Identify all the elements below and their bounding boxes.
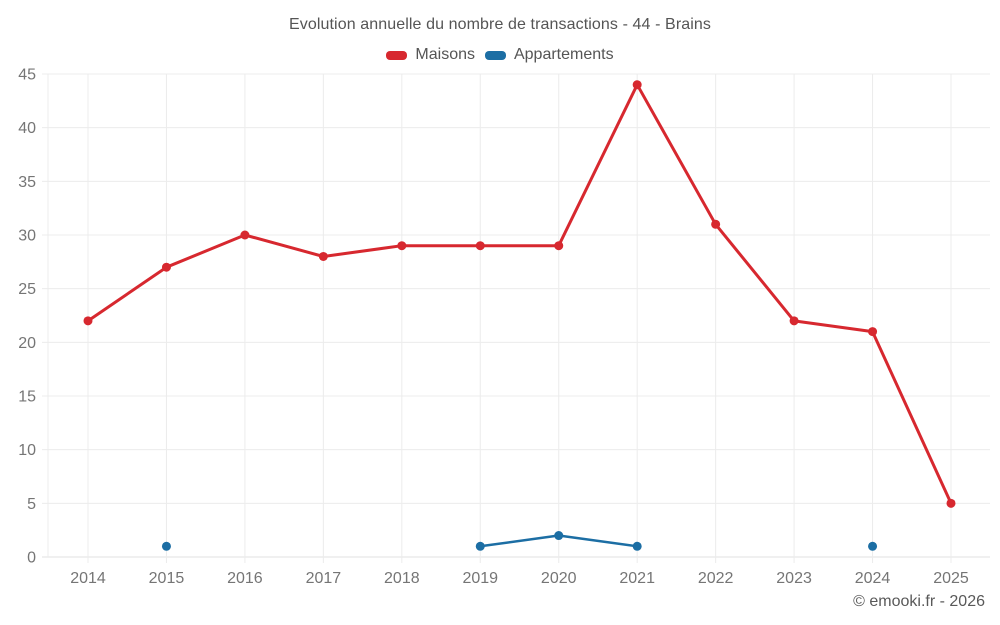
y-tick-label: 45 — [18, 67, 36, 84]
y-tick-label: 30 — [18, 228, 36, 245]
chart-title: Evolution annuelle du nombre de transact… — [288, 16, 712, 33]
x-tick-label: 2019 — [462, 570, 498, 587]
data-point-maisons-2014[interactable] — [83, 316, 93, 326]
data-point-appartements-2021[interactable] — [632, 541, 642, 551]
x-tick-label: 2020 — [541, 570, 577, 587]
legend: Maisons Appartements — [0, 46, 1000, 64]
x-tick-label: 2024 — [855, 570, 891, 587]
series-line-maisons — [86, 83, 953, 505]
x-tick-label: 2021 — [619, 570, 655, 587]
data-point-appartements-2019[interactable] — [475, 541, 485, 551]
legend-item-appartements[interactable]: Appartements — [484, 46, 614, 64]
data-point-maisons-2023[interactable] — [789, 316, 799, 326]
data-point-maisons-2018[interactable] — [397, 241, 407, 251]
data-point-appartements-2024[interactable] — [868, 541, 878, 551]
copyright-note: © emooki.fr - 2026 — [853, 593, 985, 610]
data-point-maisons-2021[interactable] — [632, 80, 642, 90]
y-tick-label: 10 — [18, 442, 36, 459]
y-tick-label: 0 — [27, 550, 36, 567]
y-tick-label: 40 — [18, 120, 36, 137]
x-tick-label: 2025 — [933, 570, 969, 587]
x-tick-label: 2014 — [70, 570, 106, 587]
x-tick-label: 2022 — [698, 570, 734, 587]
legend-label-maisons: Maisons — [415, 46, 475, 63]
data-point-maisons-2015[interactable] — [161, 262, 171, 272]
y-tick-label: 15 — [18, 389, 36, 406]
y-tick-label: 5 — [27, 496, 36, 513]
data-point-appartements-2015[interactable] — [161, 541, 171, 551]
data-point-maisons-2017[interactable] — [318, 251, 328, 261]
y-tick-label: 20 — [18, 335, 36, 352]
legend-label-appartements: Appartements — [513, 46, 614, 63]
data-point-appartements-2020[interactable] — [554, 531, 564, 541]
y-tick-label: 35 — [18, 174, 36, 191]
x-tick-label: 2016 — [227, 570, 263, 587]
data-point-maisons-2020[interactable] — [554, 241, 564, 251]
x-tick-label: 2017 — [306, 570, 342, 587]
y-tick-label: 25 — [18, 281, 36, 298]
appartements-swatch-icon — [484, 50, 506, 60]
series-line-appartements — [480, 536, 872, 547]
data-point-maisons-2022[interactable] — [711, 219, 721, 229]
x-tick-label: 2015 — [149, 570, 185, 587]
data-point-maisons-2019[interactable] — [475, 241, 485, 251]
data-point-maisons-2016[interactable] — [240, 230, 250, 240]
x-tick-label: 2018 — [384, 570, 420, 587]
x-tick-label: 2023 — [776, 570, 812, 587]
data-point-maisons-2024[interactable] — [868, 327, 878, 337]
grid-layer — [42, 73, 990, 563]
legend-item-maisons[interactable]: Maisons — [386, 46, 475, 64]
data-point-maisons-2025[interactable] — [946, 498, 956, 508]
maisons-swatch-icon — [386, 50, 408, 60]
series-layer — [83, 80, 956, 551]
